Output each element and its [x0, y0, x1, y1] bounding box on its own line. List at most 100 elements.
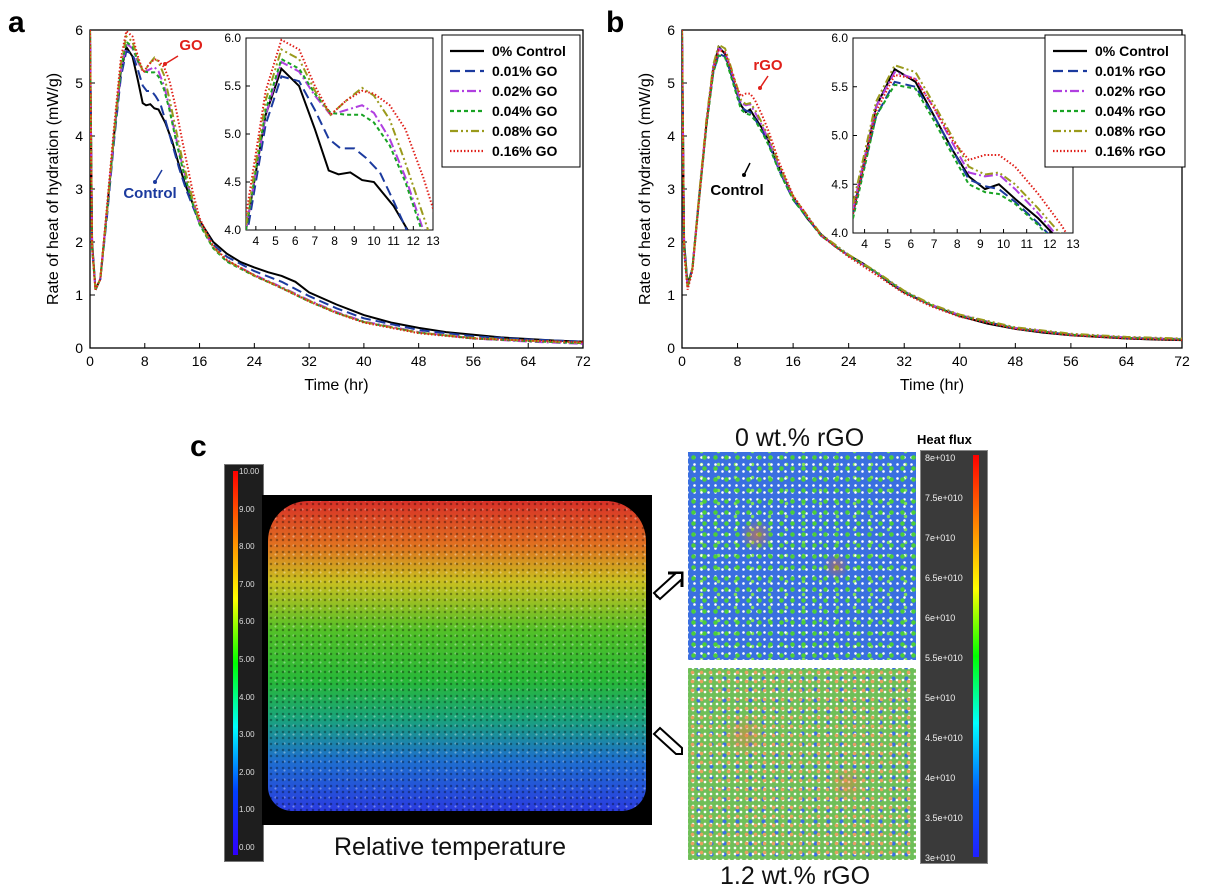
inset-y-tick-label: 5.5: [224, 79, 241, 93]
legend-entry: 0% Control: [1095, 43, 1169, 59]
annotation-arrow-head: [153, 180, 157, 184]
inset-series-line: [246, 48, 430, 230]
x-tick-label: 32: [301, 353, 317, 369]
inset-x-tick-label: 13: [426, 234, 440, 248]
annotation-arrow-head: [742, 173, 746, 177]
legend-entry: 0.04% GO: [492, 103, 557, 119]
inset-x-tick-label: 10: [997, 237, 1011, 251]
y-tick-label: 3: [667, 181, 675, 197]
legend-entry: 0.08% rGO: [1095, 123, 1166, 139]
x-tick-label: 64: [1119, 353, 1135, 369]
scale-tick-label: 5.5e+010: [925, 653, 963, 663]
scale-tick-label: 8e+010: [925, 453, 956, 463]
inset-series-line: [246, 66, 409, 230]
inset-series-line: [853, 83, 1047, 233]
scale-tick-label: 2.00: [239, 767, 255, 777]
legend-entry: 0.16% GO: [492, 143, 557, 159]
heat-flux-scale-bar: 8e+010 7.5e+010 7e+010 6.5e+010 6e+010 5.5e+0…: [920, 450, 988, 864]
heat-flux-colorbar-gradient: [973, 455, 979, 857]
inset-y-tick-label: 5.0: [224, 127, 241, 141]
inset-x-tick-label: 8: [331, 234, 338, 248]
temperature-colorbar-gradient: [233, 471, 238, 855]
scale-tick-label: 4e+010: [925, 773, 956, 783]
legend-entry: 0.16% rGO: [1095, 143, 1166, 159]
x-axis-label: Time (hr): [900, 377, 964, 394]
inset-frame: [852, 37, 1074, 234]
temperature-specimen-cylinder: [268, 501, 646, 811]
scale-tick-label: 6.00: [239, 617, 255, 627]
inset-y-tick-label: 6.0: [831, 31, 848, 45]
annotation-arrow: [743, 162, 751, 176]
inset-x-tick-label: 10: [367, 234, 381, 248]
inset-x-tick-label: 5: [884, 237, 891, 251]
scale-tick-label: 6e+010: [925, 613, 956, 623]
y-tick-label: 2: [75, 234, 83, 250]
scale-tick-label: 6.5e+010: [925, 573, 963, 583]
inset-x-tick-label: 7: [931, 237, 938, 251]
y-tick-label: 1: [75, 287, 83, 303]
x-tick-label: 56: [1063, 353, 1079, 369]
legend-box: [441, 34, 581, 168]
inset-x-tick-label: 11: [1020, 237, 1033, 251]
annotation-arrow: [759, 75, 769, 89]
annotation-go: GO: [179, 37, 203, 54]
series-line-0-02-rgo: [682, 30, 1182, 340]
scale-tick-label: 3.00: [239, 730, 255, 740]
inset-x-tick-label: 4: [252, 234, 259, 248]
y-axis-label: Rate of heat of hydration (mW/g): [45, 73, 62, 305]
inset-x-tick-label: 12: [407, 234, 421, 248]
x-tick-label: 72: [1174, 353, 1190, 369]
panel-label-a: a: [8, 6, 25, 39]
legend-entry: 0.01% GO: [492, 63, 557, 79]
inset-x-tick-label: 13: [1066, 237, 1080, 251]
y-tick-label: 6: [667, 22, 675, 38]
scale-tick-label: 4.5e+010: [925, 733, 963, 743]
scale-tick-label: 4.00: [239, 692, 255, 702]
scale-tick-label: 10.00: [239, 467, 260, 476]
panel-label-b: b: [606, 6, 625, 39]
x-tick-label: 0: [678, 353, 686, 369]
y-tick-label: 5: [75, 75, 83, 91]
inset-x-tick-label: 11: [387, 234, 400, 248]
y-tick-label: 2: [667, 234, 675, 250]
inset-x-tick-label: 9: [977, 237, 984, 251]
bottom-map-label: 1.2 wt.% rGO: [720, 862, 871, 890]
inset-x-tick-label: 6: [292, 234, 299, 248]
inset-series-line: [853, 73, 1068, 233]
scale-tick-label: 3.5e+010: [925, 813, 963, 823]
inset-x-tick-label: 9: [351, 234, 358, 248]
inset-y-tick-label: 4.5: [831, 177, 848, 191]
x-tick-label: 8: [734, 353, 742, 369]
x-tick-label: 0: [86, 353, 94, 369]
inset-series-line: [853, 64, 1062, 233]
inset-x-tick-label: 4: [861, 237, 868, 251]
inset-x-tick-label: 8: [954, 237, 961, 251]
y-tick-label: 1: [667, 287, 675, 303]
heat-flux-map-1-2wt: [688, 668, 916, 860]
x-tick-label: 40: [356, 353, 372, 369]
legend-entry: 0.02% rGO: [1095, 83, 1166, 99]
x-tick-label: 48: [411, 353, 427, 369]
y-tick-label: 0: [75, 340, 83, 356]
heat-flux-map-0wt: [688, 452, 916, 660]
relative-temperature-render: [262, 495, 652, 825]
legend-entry: 0% Control: [492, 43, 566, 59]
y-tick-label: 0: [667, 340, 675, 356]
scale-tick-label: 5e+010: [925, 693, 956, 703]
legend-entry: 0.02% GO: [492, 83, 557, 99]
inset-series-line: [246, 38, 433, 216]
inset-y-tick-label: 5.5: [831, 80, 848, 94]
y-tick-label: 4: [667, 128, 675, 144]
relative-temperature-scale-bar: 10.00 9.00 8.00 7.00 6.00 5.00 4.00 3.00 2.00 1.0…: [224, 464, 264, 862]
relative-temperature-caption: Relative temperature: [334, 833, 567, 861]
inset-y-tick-label: 4.5: [224, 175, 241, 189]
inset-series-line: [853, 70, 1057, 233]
specimen-texture-overlay: [268, 501, 646, 811]
annotation-arrow: [164, 55, 179, 65]
x-tick-label: 64: [520, 353, 536, 369]
inset-x-tick-label: 6: [908, 237, 915, 251]
x-tick-label: 40: [952, 353, 968, 369]
annotation-arrow-head: [163, 62, 167, 66]
x-tick-label: 32: [896, 353, 912, 369]
